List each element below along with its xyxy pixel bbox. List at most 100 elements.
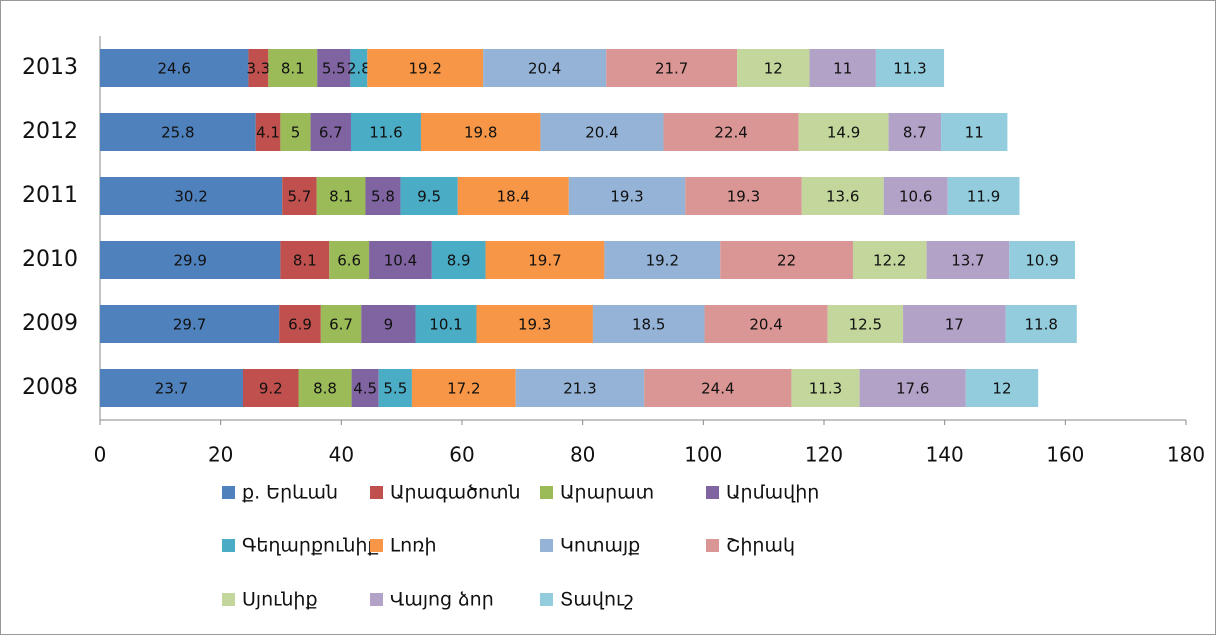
- bar-segment: [720, 241, 853, 279]
- value-label: 12.5: [849, 316, 882, 334]
- legend-swatch: [370, 593, 383, 606]
- bar-segment: [280, 241, 330, 279]
- value-label: 10.6: [899, 188, 932, 206]
- bar-segment: [903, 305, 1006, 343]
- bar-segment: [282, 177, 317, 215]
- value-label: 12: [764, 60, 783, 78]
- value-label: 9: [384, 316, 394, 334]
- value-label: 19.2: [646, 252, 679, 270]
- bar-segment: [242, 369, 299, 407]
- x-tick-label: 60: [449, 443, 474, 467]
- value-label: 24.6: [158, 60, 191, 78]
- bar-segment: [316, 177, 366, 215]
- value-label: 19.7: [528, 252, 561, 270]
- bar-segment: [329, 241, 370, 279]
- bar-segment: [361, 305, 416, 343]
- legend-swatch: [540, 593, 553, 606]
- bar-segment: [415, 305, 477, 343]
- legend-swatch: [540, 486, 553, 499]
- bar-segment: [350, 49, 368, 87]
- legend-label: Սյունիք: [242, 589, 318, 611]
- y-tick-label: 2012: [22, 119, 78, 144]
- bar-segment: [883, 177, 948, 215]
- bar-segment: [351, 369, 379, 407]
- bar-segment: [965, 369, 1039, 407]
- bar-segment: [431, 241, 486, 279]
- value-label: 22: [777, 252, 796, 270]
- legend-swatch: [370, 539, 383, 552]
- x-tick-label: 100: [684, 443, 722, 467]
- value-label: 30.2: [174, 188, 207, 206]
- bar-segment: [378, 369, 412, 407]
- bar-segment: [476, 305, 593, 343]
- value-label: 13.6: [826, 188, 859, 206]
- x-tick-label: 120: [805, 443, 843, 467]
- value-label: 4.1: [256, 124, 280, 142]
- value-label: 6.7: [319, 124, 343, 142]
- legend-swatch: [222, 539, 235, 552]
- value-label: 29.7: [173, 316, 206, 334]
- x-tick-label: 140: [926, 443, 964, 467]
- legend-swatch: [540, 539, 553, 552]
- value-label: 18.4: [497, 188, 530, 206]
- value-label: 8.1: [329, 188, 353, 206]
- value-label: 8.9: [447, 252, 471, 270]
- value-label: 22.4: [714, 124, 747, 142]
- legend-label: Արարատ: [560, 482, 654, 504]
- value-label: 19.2: [408, 60, 441, 78]
- bar-segment: [875, 49, 945, 87]
- legend-swatch: [222, 486, 235, 499]
- value-label: 8.1: [293, 252, 317, 270]
- bar-segment: [737, 49, 810, 87]
- legend-label: ք. Երևան: [242, 482, 338, 504]
- bar-segment: [457, 177, 569, 215]
- y-tick-label: 2010: [22, 247, 78, 272]
- legend-label: Արագածոտն: [390, 482, 521, 504]
- legend-swatch: [222, 593, 235, 606]
- legend-label: Գեղարքունիք: [242, 535, 380, 557]
- value-label: 25.8: [161, 124, 194, 142]
- value-label: 11.3: [809, 380, 842, 398]
- value-label: 2.8: [347, 60, 371, 78]
- bar-segment: [798, 113, 889, 151]
- value-label: 12.2: [873, 252, 906, 270]
- legend-swatch: [706, 486, 719, 499]
- value-label: 14.9: [827, 124, 860, 142]
- x-tick-label: 20: [208, 443, 233, 467]
- bar-segment: [947, 177, 1020, 215]
- bar-segment: [411, 369, 516, 407]
- value-label: 17: [945, 316, 964, 334]
- value-label: 8.7: [903, 124, 927, 142]
- bar-segment: [941, 113, 1008, 151]
- bar-segment: [280, 113, 311, 151]
- bar-segment: [888, 113, 942, 151]
- legend-label: Կոտայք: [560, 535, 640, 557]
- legend-label: Լոռի: [390, 535, 437, 557]
- bar-segment: [248, 49, 269, 87]
- bar-segment: [809, 49, 876, 87]
- value-label: 10.4: [384, 252, 417, 270]
- bar-segment: [1009, 241, 1075, 279]
- value-label: 11.8: [1024, 316, 1057, 334]
- bar-segment: [100, 241, 281, 279]
- value-label: 23.7: [155, 380, 188, 398]
- bar-segment: [100, 305, 280, 343]
- bar-segment: [279, 305, 321, 343]
- value-label: 4.5: [353, 380, 377, 398]
- bar-segment: [317, 49, 351, 87]
- bar-segment: [926, 241, 1010, 279]
- value-label: 8.1: [281, 60, 305, 78]
- bar-segment: [852, 241, 927, 279]
- bar-segment: [604, 241, 721, 279]
- legend-label: Արմավիր: [726, 482, 819, 504]
- bar-segment: [420, 113, 541, 151]
- value-label: 5.5: [322, 60, 346, 78]
- y-tick-label: 2011: [22, 183, 78, 208]
- value-label: 19.3: [518, 316, 551, 334]
- value-label: 5.7: [287, 188, 311, 206]
- value-label: 20.4: [585, 124, 618, 142]
- y-tick-label: 2009: [22, 311, 78, 336]
- y-tick-label: 2008: [22, 375, 78, 400]
- value-label: 9.5: [417, 188, 441, 206]
